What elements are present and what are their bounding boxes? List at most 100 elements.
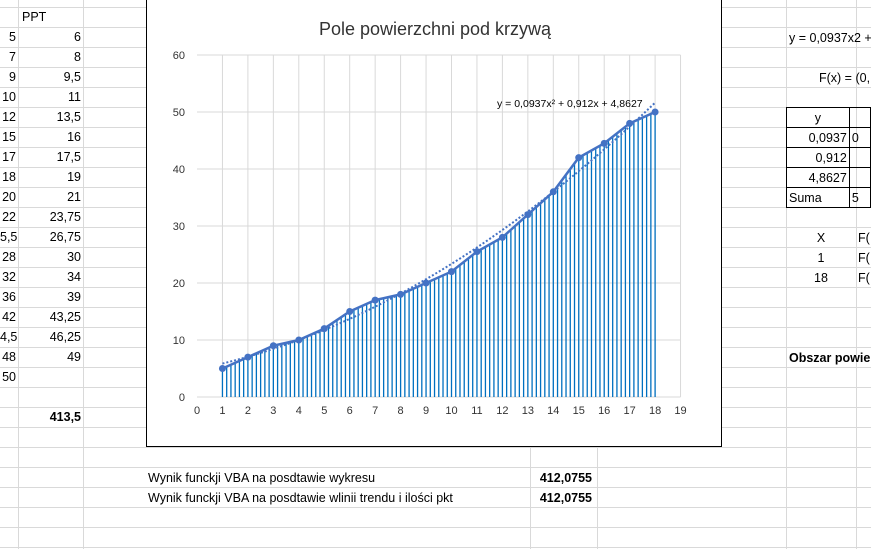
y-tick-label: 40 xyxy=(173,164,185,176)
y-tick-label: 10 xyxy=(173,335,185,347)
cell-ppt[interactable]: 49 xyxy=(67,350,81,364)
cell-x[interactable]: 12 xyxy=(2,110,16,124)
x-tick-label: 4 xyxy=(296,405,302,417)
table-cell[interactable]: 0 xyxy=(848,127,871,148)
cell-x[interactable]: 36 xyxy=(2,290,16,304)
ppt-header[interactable]: PPT xyxy=(22,10,47,24)
equation-text[interactable]: y = 0,0937x2 + xyxy=(789,31,871,45)
coef-a[interactable]: 0,0937 xyxy=(786,127,850,148)
cell-x[interactable]: 9 xyxy=(9,70,16,84)
result-value-2[interactable]: 412,0755 xyxy=(539,491,592,505)
y-tick-label: 30 xyxy=(173,221,185,233)
result-label-2[interactable]: Wynik funckji VBA na posdtawie wlinii tr… xyxy=(148,491,453,505)
data-point xyxy=(651,108,659,116)
x-tick-label: 3 xyxy=(270,405,276,417)
x-tick-label: 7 xyxy=(372,405,378,417)
cell-ppt[interactable]: 17,5 xyxy=(56,150,81,164)
fx-text[interactable]: F(x) = (0, xyxy=(819,71,871,85)
cell-x[interactable]: 5,5 xyxy=(0,230,18,244)
trendline-label: y = 0,0937x² + 0,912x + 4,8627 xyxy=(497,98,643,110)
cell-x[interactable]: 5 xyxy=(9,30,16,44)
cell-ppt[interactable]: 21 xyxy=(67,190,81,204)
cell-ppt[interactable]: 6 xyxy=(74,30,81,44)
cell-x[interactable]: 50 xyxy=(2,370,16,384)
cell-ppt[interactable]: 9,5 xyxy=(63,70,81,84)
area-chart[interactable]: Pole powierzchni pod krzywą 0 10 20 30 40 50 60… xyxy=(146,0,722,447)
cell-ppt[interactable]: 34 xyxy=(67,270,81,284)
data-point xyxy=(371,296,379,304)
table-cell[interactable] xyxy=(848,147,871,168)
cell-x[interactable]: 20 xyxy=(2,190,16,204)
y-tick-label: 60 xyxy=(173,50,185,62)
cell-ppt[interactable]: 8 xyxy=(74,50,81,64)
x-tick-label: 5 xyxy=(321,405,327,417)
cell-ppt[interactable]: 26,75 xyxy=(49,230,81,244)
cell-ppt[interactable]: 11 xyxy=(68,90,81,104)
cell-ppt[interactable]: 46,25 xyxy=(49,330,81,344)
data-point xyxy=(448,268,455,276)
result-value-1[interactable]: 412,0755 xyxy=(539,471,592,485)
data-point xyxy=(575,154,583,162)
cell-x[interactable]: 22 xyxy=(2,210,16,224)
fx-header[interactable]: F( xyxy=(858,231,870,245)
sum-label[interactable]: Suma xyxy=(786,187,850,208)
coef-header[interactable]: y xyxy=(786,107,850,128)
coefficients-table: y 0,0937 0 0,912 4,8627 Suma 5 xyxy=(786,107,871,208)
data-point xyxy=(549,188,557,196)
cell-x[interactable]: 4,5 xyxy=(0,330,18,344)
cell-ppt[interactable]: 16 xyxy=(67,130,81,144)
x-tick-label: 19 xyxy=(674,405,686,417)
cell-x[interactable]: 42 xyxy=(2,310,16,324)
column-divider xyxy=(83,0,84,549)
data-point xyxy=(626,119,634,127)
chart-title: Pole powierzchni pod krzywą xyxy=(319,19,552,39)
cell-ppt[interactable]: 39 xyxy=(67,290,81,304)
cell-x[interactable]: 18 xyxy=(2,170,16,184)
x-start[interactable]: 1 xyxy=(817,251,825,265)
cell-ppt[interactable]: 23,75 xyxy=(49,210,81,224)
series-line xyxy=(221,110,656,370)
x-tick-label: 16 xyxy=(598,405,610,417)
ppt-total[interactable]: 413,5 xyxy=(49,410,81,424)
x-tick-label: 14 xyxy=(547,405,559,417)
cell-x[interactable]: 28 xyxy=(2,250,16,264)
fx-start[interactable]: F( xyxy=(858,251,870,265)
trendline xyxy=(222,101,656,365)
data-point xyxy=(346,308,354,315)
cell-ppt[interactable]: 13,5 xyxy=(56,110,81,124)
cell-x[interactable]: 48 xyxy=(2,350,16,364)
column-divider xyxy=(18,0,19,549)
data-point xyxy=(320,325,328,333)
x-tick-label: 6 xyxy=(347,405,353,417)
sum-value[interactable]: 5 xyxy=(848,187,871,208)
x-header[interactable]: X xyxy=(816,231,826,245)
y-tick-label: 0 xyxy=(179,392,185,404)
fx-end[interactable]: F( xyxy=(858,271,870,285)
data-point xyxy=(524,211,532,219)
data-point xyxy=(498,233,506,241)
chart-svg: Pole powierzchni pod krzywą0102030405060… xyxy=(173,19,687,417)
x-tick-label: 11 xyxy=(471,405,482,417)
data-point xyxy=(600,139,608,147)
x-tick-label: 13 xyxy=(522,405,534,417)
table-cell[interactable] xyxy=(848,167,871,188)
coef-c[interactable]: 4,8627 xyxy=(786,167,850,188)
cell-x[interactable]: 17 xyxy=(2,150,16,164)
y-tick-label: 50 xyxy=(173,107,185,119)
cell-x[interactable]: 32 xyxy=(2,270,16,284)
cell-x[interactable]: 15 xyxy=(2,130,16,144)
x-tick-label: 17 xyxy=(624,405,636,417)
cell-ppt[interactable]: 30 xyxy=(67,250,81,264)
result-label-1[interactable]: Wynik funckji VBA na posdtawie wykresu xyxy=(148,471,376,485)
cell-x[interactable]: 10 xyxy=(2,90,16,104)
cell-x[interactable]: 7 xyxy=(9,50,16,64)
table-cell[interactable] xyxy=(848,107,871,128)
area-label[interactable]: Obszar powie xyxy=(789,351,871,365)
data-point xyxy=(244,353,252,361)
data-point xyxy=(397,290,405,298)
x-tick-label: 15 xyxy=(573,405,585,417)
coef-b[interactable]: 0,912 xyxy=(786,147,850,168)
cell-ppt[interactable]: 43,25 xyxy=(49,310,81,324)
cell-ppt[interactable]: 19 xyxy=(67,170,81,184)
x-end[interactable]: 18 xyxy=(814,271,828,285)
